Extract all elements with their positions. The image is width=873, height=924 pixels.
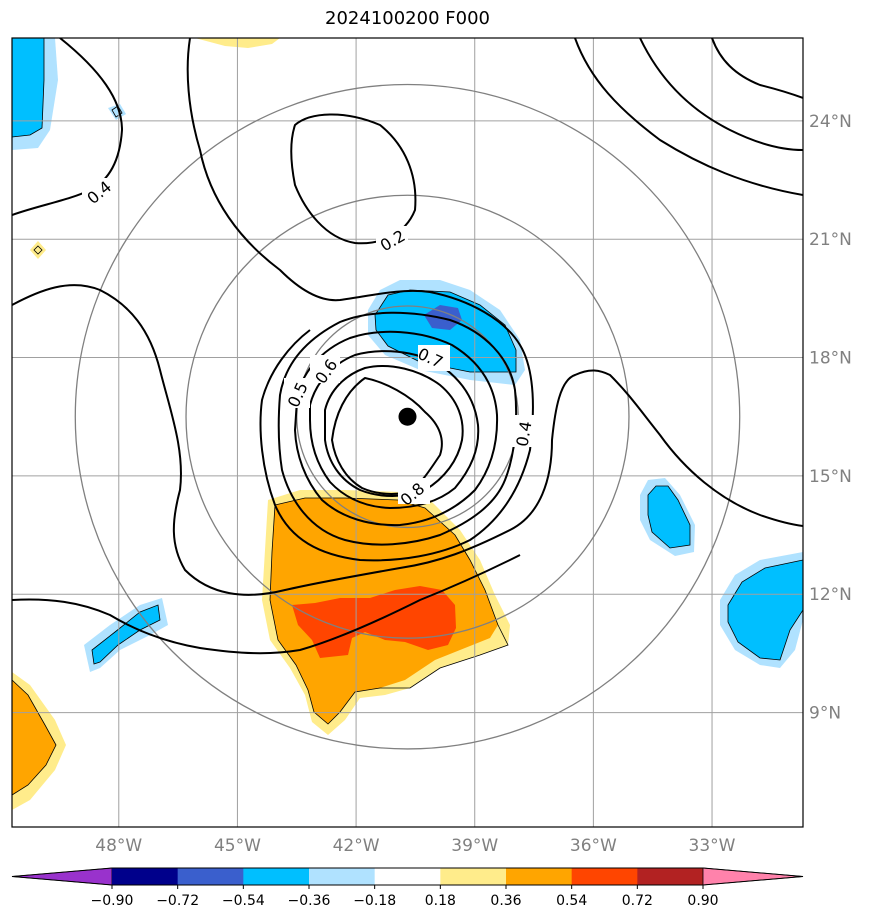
colorbar-bin (374, 868, 441, 885)
contour-label-bg (82, 178, 114, 200)
chart-title: 2024100200 F000 (325, 8, 490, 29)
contour-label-bg (284, 378, 310, 408)
shading-outline (647, 485, 691, 549)
contour-labels: 0.4 0.2 0.4 0.5 0.6 0.7 0.8 (82, 177, 536, 510)
lat-tick-label: 21°N (809, 230, 852, 250)
fill-blue (648, 486, 690, 548)
colorbar-tick-labels: −0.90 −0.72 −0.54 −0.36 −0.18 0.18 0.36 0.54 0.7… (91, 885, 719, 909)
contour-line (639, 38, 803, 151)
contour-line (574, 38, 803, 196)
contour-line (12, 554, 521, 655)
colorbar-bin (637, 868, 704, 885)
fill-light-yellow (30, 241, 46, 259)
lon-tick-label: 33°W (689, 836, 736, 856)
shading-outline (111, 105, 123, 118)
shading-outline (12, 38, 45, 138)
colorbar-tick-label: 0.72 (622, 893, 653, 909)
colorbar-bin (571, 868, 638, 885)
contour-label-bg (376, 226, 408, 248)
lon-tick-label: 42°W (333, 836, 380, 856)
fill-light-blue (108, 104, 126, 120)
contour-line (277, 311, 518, 546)
colorbar-tick-label: −0.90 (91, 893, 134, 909)
range-ring (185, 194, 630, 639)
colorbar (11, 867, 804, 886)
colorbar-tick-label: 0.54 (556, 893, 587, 909)
colorbar-bin (309, 868, 376, 885)
map-background (12, 38, 803, 827)
map-frame (11, 37, 804, 828)
contour-label-bg (398, 478, 430, 504)
lat-tick-label: 15°N (809, 467, 852, 487)
fill-blue (92, 605, 160, 664)
shading-outline (727, 559, 803, 661)
lat-tick-label: 12°N (809, 585, 852, 605)
colorbar-tick-label: −0.18 (353, 893, 396, 909)
map-area: 0.4 0.2 0.4 0.5 0.6 0.7 0.8 (12, 38, 803, 827)
shading-outline (269, 497, 509, 725)
contour-line (324, 365, 464, 497)
contour-line (309, 350, 480, 509)
colorbar-tick-label: 0.36 (490, 893, 521, 909)
lat-tick-label: 9°N (809, 704, 841, 724)
lat-tick-label: 18°N (809, 349, 852, 369)
contour-line (294, 330, 499, 527)
fill-blue (12, 38, 44, 137)
gridlines (12, 38, 803, 827)
colorbar-bin (177, 868, 244, 885)
colorbar-over (702, 867, 804, 886)
contour-label: 0.4 (512, 420, 535, 448)
shading-outline (33, 245, 43, 255)
fill-blue (728, 560, 803, 660)
contour-label-bg (508, 415, 534, 447)
colorbar-tick-label: −0.72 (156, 893, 199, 909)
lon-tick-labels: 48°W 45°W 42°W 39°W 36°W 33°W (95, 836, 735, 856)
contour-line (12, 38, 123, 216)
colorbar-tick-label: −0.54 (222, 893, 265, 909)
colorbar-bin (506, 868, 573, 885)
contour-line (186, 38, 534, 562)
shading-outline (12, 679, 57, 796)
range-ring (74, 83, 741, 750)
colorbar-under (11, 867, 113, 886)
lat-tick-label: 24°N (809, 112, 852, 132)
fill-orange (12, 680, 56, 795)
lat-tick-labels: 9°N 12°N 15°N 18°N 21°N 24°N (809, 112, 852, 724)
contour-line (12, 284, 803, 596)
lon-tick-label: 36°W (570, 836, 617, 856)
colorbar-tick-label: 0.18 (425, 893, 456, 909)
colorbar-bin (440, 868, 507, 885)
contour-label-bg (310, 355, 340, 383)
contour-lines (12, 38, 803, 655)
contour-line (331, 377, 443, 495)
colorbar-bin (243, 868, 310, 885)
storm-center-marker (398, 407, 417, 426)
lon-tick-label: 39°W (451, 836, 498, 856)
contour-label-bg (418, 345, 450, 371)
colorbar-tick-label: −0.36 (288, 893, 331, 909)
colorbar-tick-label: 0.90 (687, 893, 718, 909)
colorbar-bin (112, 868, 179, 885)
shading-outline (91, 604, 161, 665)
lon-tick-label: 45°W (214, 836, 261, 856)
lon-tick-label: 48°W (95, 836, 142, 856)
contour-line (711, 38, 803, 99)
